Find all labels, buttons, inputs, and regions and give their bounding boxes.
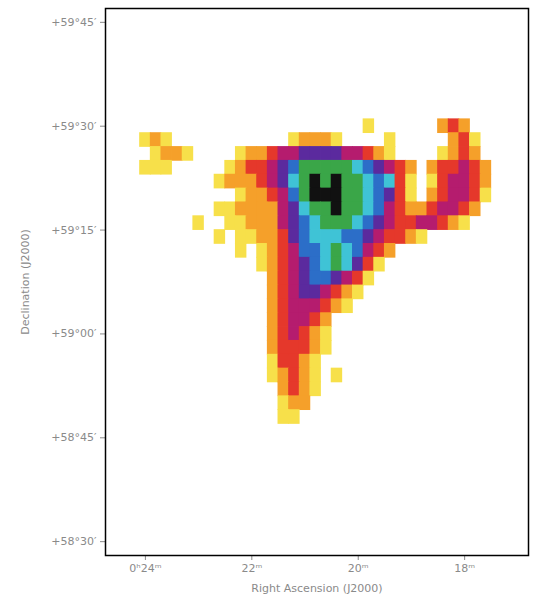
- svg-text:18ᵐ: 18ᵐ: [454, 562, 475, 575]
- svg-text:22ᵐ: 22ᵐ: [241, 562, 262, 575]
- svg-text:+58°45′: +58°45′: [51, 431, 97, 444]
- svg-text:+59°00′: +59°00′: [51, 327, 97, 340]
- svg-text:+59°45′: +59°45′: [51, 16, 97, 29]
- svg-text:20ᵐ: 20ᵐ: [348, 562, 369, 575]
- svg-text:+59°15′: +59°15′: [51, 224, 97, 237]
- svg-text:+59°30′: +59°30′: [51, 120, 97, 133]
- svg-text:0ʰ24ᵐ: 0ʰ24ᵐ: [129, 562, 161, 575]
- svg-text:+58°30′: +58°30′: [51, 535, 97, 548]
- svg-text:Right Ascension (J2000): Right Ascension (J2000): [251, 582, 382, 595]
- svg-text:Declination (J2000): Declination (J2000): [19, 229, 32, 335]
